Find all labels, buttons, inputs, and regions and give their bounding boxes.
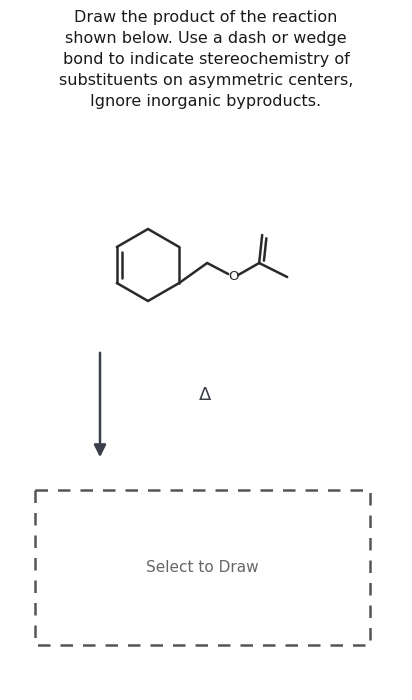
Text: O: O (228, 270, 239, 284)
Text: Draw the product of the reaction
shown below. Use a dash or wedge
bond to indica: Draw the product of the reaction shown b… (59, 10, 353, 109)
Text: Select to Draw: Select to Draw (146, 560, 259, 575)
Text: Δ: Δ (199, 386, 211, 404)
Bar (35, 490, 370, 645)
